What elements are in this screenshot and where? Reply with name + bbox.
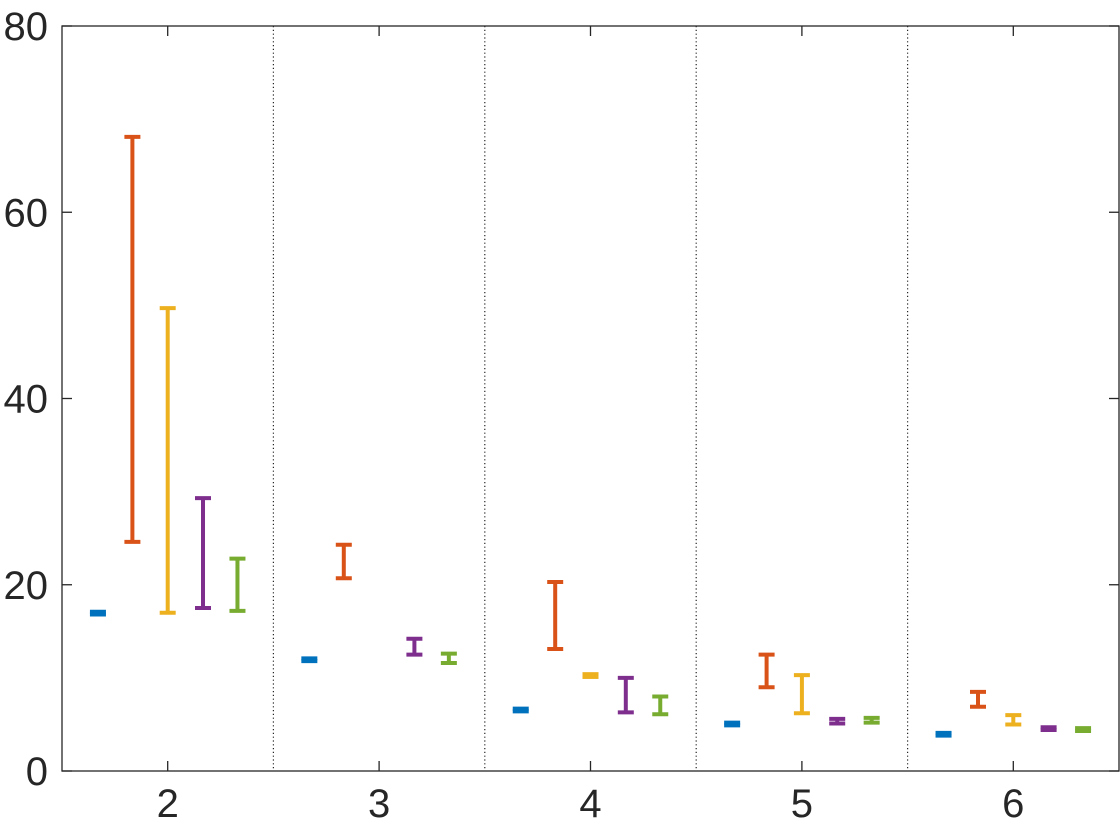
error-bar-s3-g0 bbox=[195, 496, 212, 611]
error-bar-s4-g4 bbox=[1075, 726, 1092, 733]
error-bar-s4-g2 bbox=[652, 694, 669, 717]
y-tick-label: 40 bbox=[4, 378, 49, 422]
error-bar-s1-g0 bbox=[124, 134, 141, 544]
y-tick-label: 80 bbox=[4, 5, 49, 49]
error-bar-s1-g4 bbox=[969, 689, 986, 709]
error-bar-s0-g0 bbox=[89, 609, 106, 617]
error-bar-s3-g4 bbox=[1040, 725, 1057, 733]
error-bar-s4-g3 bbox=[863, 715, 880, 725]
error-bar-s2-g4 bbox=[1005, 713, 1022, 727]
error-bar-s2-g3 bbox=[793, 673, 810, 716]
y-tick-label: 0 bbox=[26, 750, 48, 794]
x-tick-label: 5 bbox=[791, 782, 813, 826]
y-axis: 0 20 40 60 80 bbox=[4, 5, 1119, 794]
x-tick-label: 6 bbox=[1002, 782, 1024, 826]
y-tick-label: 60 bbox=[4, 191, 49, 235]
error-bar-s2-g0 bbox=[159, 306, 176, 615]
error-bar-s4-g1 bbox=[440, 651, 457, 665]
x-tick-label: 2 bbox=[157, 782, 179, 826]
y-tick-label: 20 bbox=[4, 564, 49, 608]
x-axis: 2 3 4 5 6 bbox=[157, 26, 1024, 826]
error-bar-s2-g2 bbox=[582, 672, 599, 679]
error-bar-s0-g4 bbox=[935, 730, 952, 738]
axes-box bbox=[61, 25, 1120, 772]
plot-area: 0 20 40 60 80 2 3 4 5 6 bbox=[4, 5, 1120, 826]
error-bars bbox=[89, 134, 1092, 738]
error-bar-s3-g3 bbox=[829, 716, 846, 726]
error-bar-s0-g2 bbox=[512, 706, 529, 714]
group-separators bbox=[272, 26, 909, 771]
error-bar-s1-g3 bbox=[758, 652, 775, 690]
error-bar-s0-g1 bbox=[301, 656, 318, 664]
error-bar-s1-g2 bbox=[547, 579, 564, 652]
x-tick-label: 3 bbox=[368, 782, 390, 826]
error-bar-s0-g3 bbox=[724, 720, 741, 728]
error-bar-s3-g2 bbox=[617, 675, 634, 715]
error-bar-s3-g1 bbox=[406, 636, 423, 657]
x-tick-label: 4 bbox=[579, 782, 601, 826]
error-bar-s1-g1 bbox=[335, 542, 352, 581]
error-bar-s4-g0 bbox=[229, 556, 246, 613]
